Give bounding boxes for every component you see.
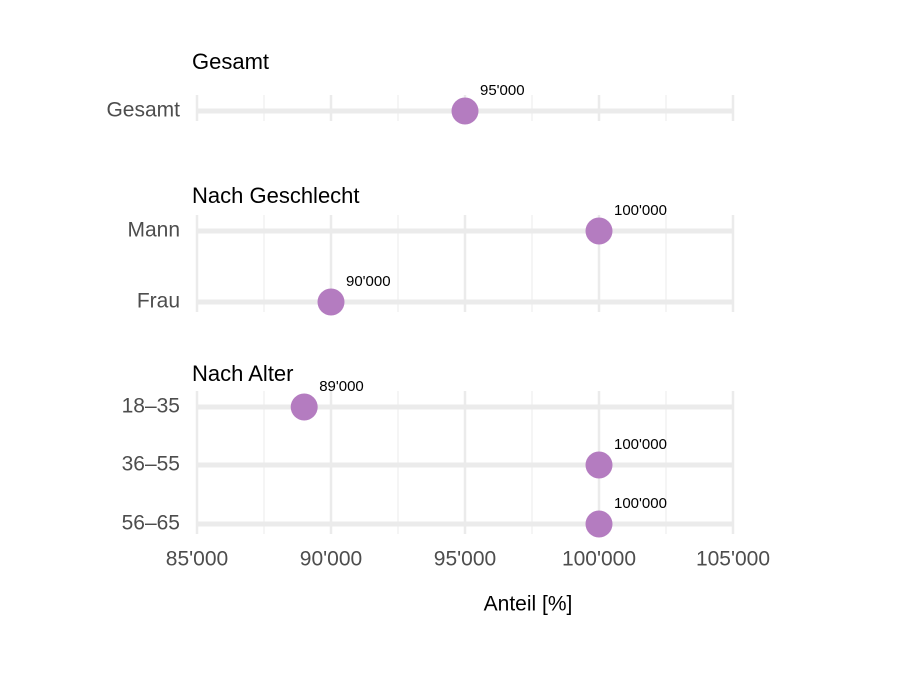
x-tick-label: 95'000 [434, 548, 496, 571]
value-label: 100'000 [614, 436, 667, 453]
facet-title: Nach Geschlecht [192, 183, 360, 208]
x-tick-label: 90'000 [300, 548, 362, 571]
dot [290, 393, 318, 421]
value-label: 95'000 [480, 82, 525, 99]
x-tick-label: 85'000 [166, 548, 228, 571]
x-tick-label: 100'000 [562, 548, 636, 571]
value-label: 90'000 [346, 273, 391, 290]
y-tick-label: 56–65 [122, 512, 180, 535]
dot [585, 217, 613, 245]
y-tick-label: Gesamt [106, 99, 180, 122]
value-label: 100'000 [614, 202, 667, 219]
dot [585, 451, 613, 479]
dot [317, 288, 345, 316]
y-tick-label: Frau [137, 290, 180, 313]
y-tick-label: 18–35 [122, 395, 180, 418]
x-tick-label: 105'000 [696, 548, 770, 571]
dot [585, 510, 613, 538]
dot [451, 97, 479, 125]
value-label: 89'000 [319, 378, 364, 395]
facet-title: Gesamt [192, 49, 269, 74]
facet-title: Nach Alter [192, 361, 294, 386]
y-tick-label: 36–55 [122, 453, 180, 476]
value-label: 100'000 [614, 495, 667, 512]
x-axis-label: Anteil [%] [484, 593, 573, 616]
y-tick-label: Mann [127, 219, 180, 242]
